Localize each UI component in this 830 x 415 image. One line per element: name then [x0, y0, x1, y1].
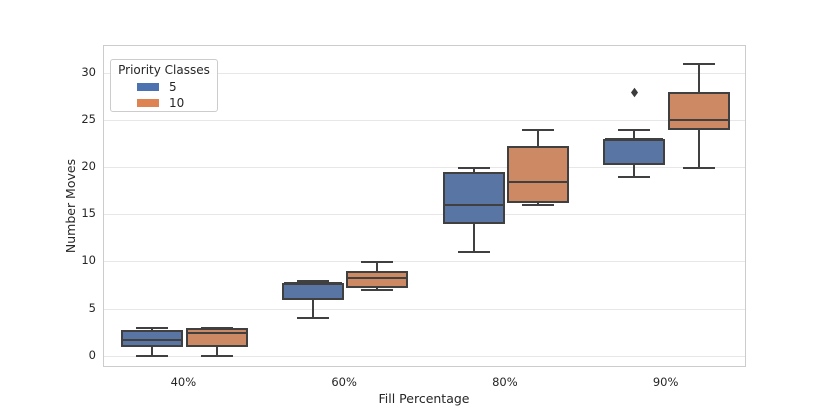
legend-title: Priority Classes [118, 63, 210, 77]
legend-entry: 10 [117, 95, 211, 111]
boxplot-box [121, 330, 184, 347]
upper-cap [522, 128, 555, 131]
lower-whisker [151, 346, 154, 357]
x-axis-label: Fill Percentage [378, 391, 470, 406]
lower-whisker [215, 346, 218, 357]
plot-area [103, 45, 746, 367]
boxplot-box [603, 139, 666, 166]
y-tick-label: 0 [88, 347, 96, 362]
boxplot-box [507, 146, 570, 203]
y-tick-label: 25 [81, 111, 96, 126]
boxplot-box [442, 172, 505, 225]
outlier-marker [630, 87, 638, 97]
lower-whisker [697, 129, 700, 168]
x-tick-label: 60% [331, 375, 357, 389]
y-tick-label: 10 [81, 253, 96, 268]
upper-whisker [472, 167, 475, 173]
legend-entry: 5 [117, 79, 211, 95]
upper-cap [136, 326, 169, 329]
lower-cap [618, 176, 651, 179]
lower-cap [136, 355, 169, 358]
lower-cap [200, 355, 233, 358]
x-tick-label: 80% [492, 375, 518, 389]
upper-whisker [633, 129, 636, 140]
lower-cap [522, 204, 555, 207]
median-line [348, 277, 407, 280]
median-line [187, 331, 246, 334]
median-line [605, 138, 664, 141]
boxplot-box [346, 271, 409, 288]
gridline [104, 119, 745, 121]
lower-whisker [633, 165, 636, 178]
y-tick-label: 5 [88, 300, 96, 315]
upper-whisker [151, 327, 154, 331]
gridline [104, 308, 745, 310]
legend-swatch [137, 99, 159, 107]
upper-cap [682, 62, 715, 65]
median-line [123, 338, 182, 341]
lower-whisker [376, 287, 379, 291]
lower-whisker [537, 202, 540, 206]
y-tick-label: 20 [81, 159, 96, 174]
gridline [104, 214, 745, 216]
lower-cap [457, 251, 490, 254]
upper-cap [457, 166, 490, 169]
upper-cap [618, 128, 651, 131]
x-tick-label: 90% [652, 375, 679, 389]
median-line [444, 204, 503, 207]
legend-entry-label: 10 [169, 96, 185, 110]
median-line [669, 119, 728, 122]
upper-whisker [311, 280, 314, 284]
lower-whisker [472, 224, 475, 253]
x-tick-label: 40% [170, 375, 197, 389]
legend: Priority Classes 5 10 [110, 59, 218, 112]
legend-swatch [137, 83, 159, 91]
median-line [283, 282, 342, 285]
upper-cap [296, 279, 329, 282]
gridline [104, 355, 745, 357]
upper-whisker [697, 63, 700, 93]
upper-whisker [376, 261, 379, 272]
lower-cap [361, 289, 394, 292]
upper-whisker [537, 129, 540, 147]
gridline [104, 72, 745, 74]
upper-cap [361, 260, 394, 263]
boxplot-box [667, 92, 730, 130]
boxplot-box [281, 283, 344, 300]
lower-cap [296, 317, 329, 320]
median-line [509, 180, 568, 183]
lower-whisker [311, 299, 314, 319]
y-tick-label: 15 [81, 206, 96, 221]
gridline [104, 261, 745, 263]
y-tick-label: 30 [81, 64, 96, 79]
legend-entry-label: 5 [169, 80, 177, 94]
lower-cap [682, 166, 715, 169]
gridline [104, 167, 745, 169]
